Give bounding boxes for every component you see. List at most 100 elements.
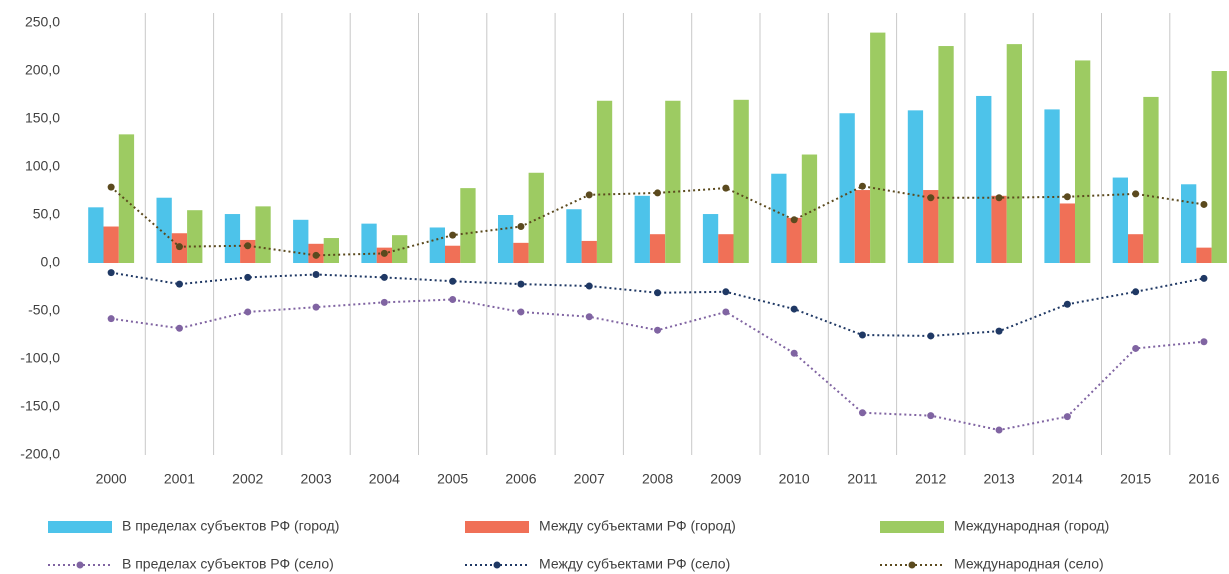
point: [654, 326, 662, 334]
y-tick-label: 100,0: [25, 158, 60, 174]
point: [312, 271, 320, 279]
legend-item: Между субъектами РФ (село): [465, 556, 730, 572]
bar: [718, 234, 734, 263]
bar: [991, 195, 1007, 263]
bar: [566, 209, 582, 263]
bar: [88, 207, 104, 263]
bar: [870, 32, 886, 263]
x-tick-label: 2013: [983, 471, 1014, 487]
legend-label: Между субъектами РФ (город): [539, 518, 736, 534]
bar: [854, 190, 871, 263]
x-tick-label: 2002: [232, 471, 263, 487]
point: [1063, 413, 1071, 421]
bar: [733, 99, 749, 263]
y-tick-label: -50,0: [28, 302, 60, 318]
point: [858, 182, 866, 190]
point: [449, 277, 457, 285]
bar: [1211, 71, 1227, 263]
x-tick-label: 2000: [96, 471, 127, 487]
y-tick-label: 200,0: [25, 62, 60, 78]
point: [1200, 338, 1208, 346]
point: [1063, 193, 1071, 201]
point: [449, 231, 457, 239]
legend-swatch: [880, 521, 944, 533]
y-tick-label: -200,0: [20, 446, 60, 462]
point: [312, 303, 320, 311]
bar: [665, 100, 681, 263]
x-tick-label: 2012: [915, 471, 946, 487]
legend-label: Международная (город): [954, 518, 1109, 534]
x-tick-label: 2008: [642, 471, 673, 487]
legend-item: Международная (город): [880, 518, 1109, 534]
bar: [801, 154, 818, 263]
point: [449, 295, 457, 303]
bar: [786, 217, 802, 263]
point: [790, 349, 798, 357]
bar: [1006, 44, 1022, 264]
x-tick-label: 2004: [369, 471, 400, 487]
point: [654, 189, 662, 197]
point: [995, 327, 1003, 335]
point: [858, 331, 866, 339]
x-tick-label: 2015: [1120, 471, 1151, 487]
y-tick-label: -100,0: [20, 350, 60, 366]
point: [927, 332, 935, 340]
point: [790, 216, 798, 224]
point: [517, 308, 525, 316]
point: [995, 194, 1003, 202]
legend-swatch: [908, 561, 916, 569]
point: [244, 308, 252, 316]
point: [927, 194, 935, 202]
point: [312, 251, 320, 259]
bar: [528, 172, 544, 263]
point: [107, 183, 115, 191]
bar: [118, 134, 135, 263]
point: [654, 289, 662, 297]
y-tick-label: 250,0: [25, 14, 60, 30]
legend-item: Между субъектами РФ (город): [465, 518, 736, 534]
bar: [293, 219, 309, 263]
x-tick-label: 2006: [505, 471, 536, 487]
point: [585, 282, 593, 290]
bar: [1196, 247, 1212, 263]
bar: [513, 242, 529, 263]
bar: [429, 227, 445, 263]
line: [111, 298, 1205, 432]
legend-label: Международная (село): [954, 556, 1104, 572]
bar: [938, 46, 954, 263]
y-tick-label: -150,0: [20, 398, 60, 414]
bar: [255, 206, 271, 263]
bar: [187, 210, 203, 263]
bar: [634, 195, 650, 263]
point: [380, 249, 388, 257]
bar: [392, 235, 408, 263]
x-tick-label: 2003: [300, 471, 331, 487]
point: [517, 280, 525, 288]
point: [927, 412, 935, 420]
x-tick-label: 2001: [164, 471, 195, 487]
point: [517, 223, 525, 231]
point: [107, 269, 115, 277]
point: [175, 280, 183, 288]
point: [244, 242, 252, 250]
bar: [1044, 109, 1060, 264]
point: [790, 305, 798, 313]
point: [722, 288, 730, 296]
bar: [976, 95, 992, 264]
point: [380, 298, 388, 306]
point: [1132, 190, 1140, 198]
x-tick-label: 2009: [710, 471, 741, 487]
bar: [323, 238, 339, 263]
bar: [771, 173, 787, 263]
bar: [923, 190, 939, 263]
legend-swatch: [76, 561, 84, 569]
bar: [1059, 203, 1075, 263]
bar: [1128, 234, 1144, 263]
x-tick-label: 2016: [1188, 471, 1219, 487]
bar: [839, 113, 855, 264]
legend-item: В пределах субъектов РФ (город): [48, 518, 339, 534]
bar: [907, 110, 924, 263]
point: [1200, 274, 1208, 282]
point: [175, 243, 183, 251]
